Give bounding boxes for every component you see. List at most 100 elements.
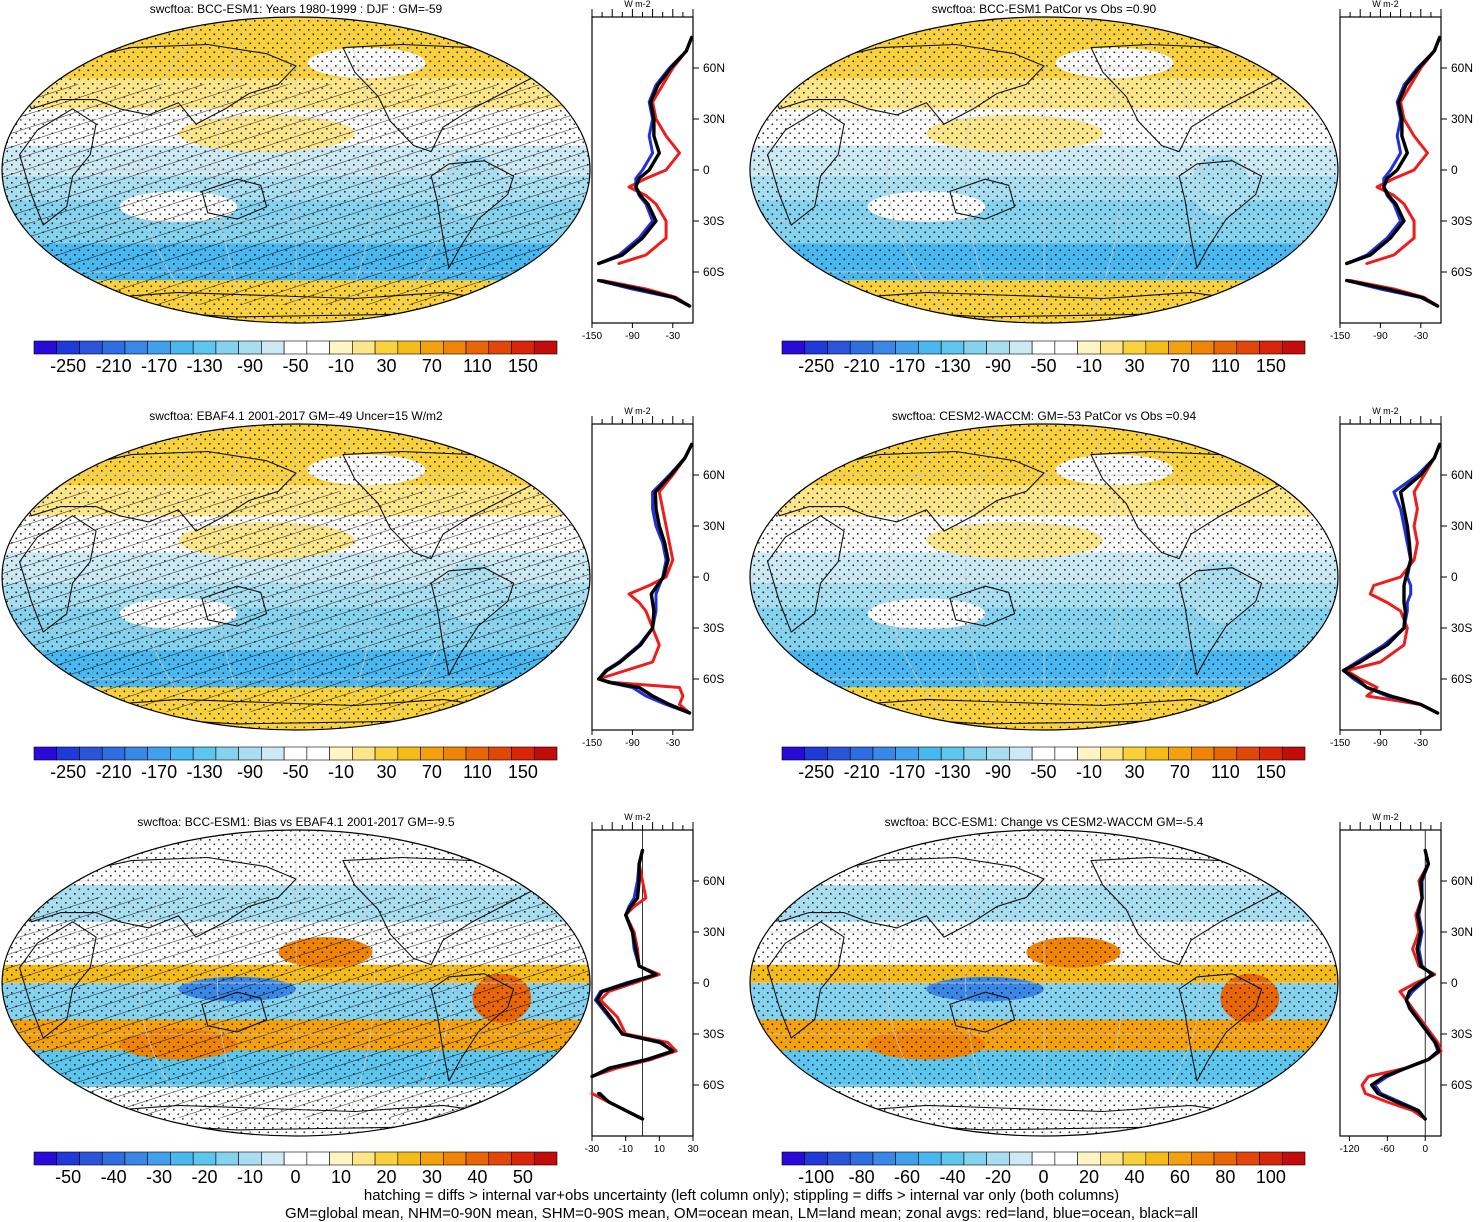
colorbar-swatch	[986, 1151, 1010, 1166]
colorbar-swatch	[306, 746, 330, 761]
y-tick-label: 30S	[703, 214, 724, 228]
colorbar: -250 -210 -170 -130 -90 -50 -10 30 70 110 150	[33, 746, 558, 782]
x-tick-label: -90	[625, 331, 640, 342]
colorbar-swatch	[1213, 340, 1238, 355]
colorbar-swatch	[1077, 1151, 1101, 1166]
colorbar-swatch	[1259, 746, 1283, 761]
colorbar-label: -80	[849, 1167, 875, 1185]
graticule-lon	[339, 17, 375, 323]
colorbar-swatch	[1054, 340, 1078, 355]
coastline-samerica	[1178, 973, 1263, 1082]
colorbar-label: -90	[985, 356, 1011, 376]
graticule-lon	[383, 830, 454, 1136]
colorbar-swatch	[1191, 746, 1215, 761]
coastline-australia	[201, 178, 268, 220]
map-border	[749, 829, 1339, 1137]
colorbar-label: 30	[1124, 762, 1144, 782]
y-tick-label: 30N	[1451, 519, 1473, 533]
graticule-lon	[383, 17, 454, 323]
colorbar-label: -50	[55, 1167, 81, 1185]
colorbar-label: -90	[985, 762, 1011, 782]
y-tick-label: 30S	[1451, 621, 1472, 635]
y-tick-label: 0	[703, 570, 710, 584]
colorbar-swatch	[443, 1151, 467, 1166]
colorbar-swatch	[1009, 746, 1033, 761]
colorbar-label: 110	[1211, 356, 1240, 376]
colorbar-label: -130	[187, 762, 223, 782]
colorbar-swatch	[56, 746, 80, 761]
coastline-samerica	[1178, 160, 1263, 269]
map-title: swcftoa: CESM2-WACCM: GM=-53 PatCor vs O…	[892, 409, 1197, 423]
x-tick-label: -30	[1414, 331, 1429, 342]
coastline-africa	[767, 515, 845, 633]
colorbar-swatch	[511, 1151, 535, 1166]
zonal-unit-label: W m-2	[1372, 0, 1399, 9]
y-tick-label: 30N	[1451, 925, 1473, 939]
map-border	[749, 16, 1339, 324]
colorbar-swatch	[374, 340, 399, 355]
colorbar-swatch	[306, 340, 330, 355]
coastline-eurasia	[19, 43, 297, 125]
coastline-eurasia	[19, 450, 297, 532]
colorbar-swatch	[1100, 746, 1124, 761]
colorbar-swatch	[56, 1151, 80, 1166]
colorbar-swatch	[238, 340, 262, 355]
colorbar-swatch	[397, 1151, 421, 1166]
colorbar-swatch	[170, 1151, 194, 1166]
map-border	[1, 423, 591, 731]
footer-note-legend: GM=global mean, NHM=0-90N mean, SHM=0-90…	[284, 1205, 1198, 1222]
x-tick-label: -90	[625, 738, 640, 749]
colorbar-label: -40	[101, 1167, 127, 1185]
colorbar-swatch	[781, 746, 806, 761]
colorbar-swatch	[963, 746, 987, 761]
zonal-curve-all	[1341, 442, 1442, 715]
colorbar-label: 0	[290, 1167, 300, 1185]
colorbar: -250 -210 -170 -130 -90 -50 -10 30 70 110 150	[781, 340, 1306, 376]
colorbar-label: -10	[237, 1167, 263, 1185]
y-tick-label: 60S	[703, 265, 724, 279]
y-tick-label: 30N	[703, 925, 725, 939]
x-tick-label: -90	[1373, 738, 1388, 749]
y-tick-label: 60S	[1451, 1078, 1472, 1092]
colorbar-label: 40	[1124, 1167, 1144, 1185]
y-tick-label: 0	[1451, 163, 1458, 177]
zonal-mean-plot: W m-2 -30 -10 10 30 60N 30N 0 30S 60S	[585, 812, 725, 1155]
colorbar-swatch	[147, 1151, 171, 1166]
colorbar-swatch	[192, 340, 217, 355]
colorbar-swatch	[1054, 746, 1078, 761]
colorbar-swatch	[488, 746, 512, 761]
graticule-lon	[138, 424, 209, 730]
colorbar-label: -10	[1076, 762, 1102, 782]
colorbar-swatch	[1009, 1151, 1033, 1166]
zonal-curve-land	[597, 442, 694, 715]
colorbar-swatch	[918, 1151, 942, 1166]
y-tick-label: 30S	[1451, 214, 1472, 228]
colorbar-swatch	[963, 1151, 987, 1166]
y-tick-label: 0	[1451, 976, 1458, 990]
zonal-curve-all	[590, 848, 675, 1121]
colorbar-swatch	[918, 340, 942, 355]
colorbar-label: 30	[376, 356, 396, 376]
colorbar-swatch	[56, 340, 80, 355]
colorbar-label: 30	[422, 1167, 442, 1185]
colorbar-swatch	[1281, 746, 1306, 761]
coastline-samerica	[430, 160, 515, 269]
map-panel: swcftoa: BCC-ESM1: Bias vs EBAF4.1 2001-…	[1, 815, 591, 1137]
map-panel: swcftoa: BCC-ESM1: Change vs CESM2-WACCM…	[749, 815, 1339, 1137]
y-tick-label: 60S	[1451, 265, 1472, 279]
colorbar-swatch	[352, 340, 376, 355]
colorbar-swatch	[420, 340, 444, 355]
map-field	[2, 17, 590, 323]
graticule-lon	[1087, 424, 1123, 730]
colorbar-label: 150	[508, 762, 538, 782]
colorbar-label: 20	[1079, 1167, 1099, 1185]
zonal-frame	[1339, 829, 1442, 1137]
colorbar-label: -50	[282, 762, 308, 782]
coastline-eurasia	[767, 856, 1045, 938]
colorbar-label: -50	[1030, 356, 1056, 376]
colorbar-label: 150	[1256, 356, 1286, 376]
colorbar-swatch	[1077, 340, 1101, 355]
colorbar-swatch	[170, 340, 194, 355]
graticule-lon	[1087, 17, 1123, 323]
y-tick-label: 30S	[1451, 1027, 1472, 1041]
